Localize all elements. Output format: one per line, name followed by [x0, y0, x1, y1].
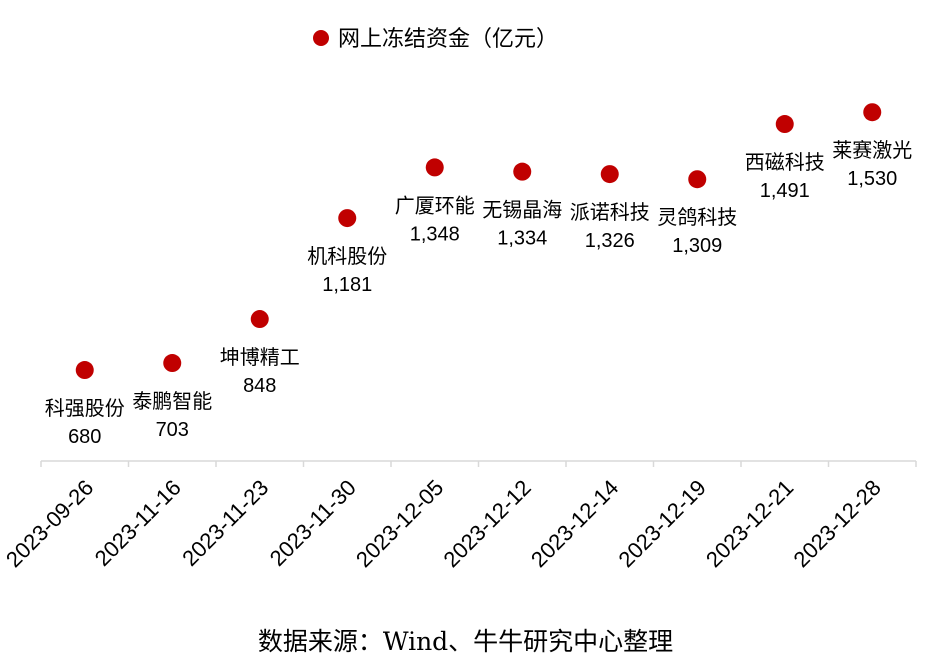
data-label-name: 西磁科技	[745, 150, 825, 174]
data-point	[600, 165, 619, 184]
data-points: 科强股份 680 泰鹏智能 703 坤博精工 848 机科股份 1,181 广厦环能 1,348 无…	[45, 103, 912, 448]
data-label-value: 1,348	[410, 223, 460, 245]
data-point	[863, 103, 882, 122]
x-tick-label: 2023-12-28	[789, 475, 886, 572]
data-label-value: 1,334	[497, 228, 547, 250]
data-point-group: 灵鸽科技 1,309	[657, 170, 737, 257]
x-tick-label: 2023-12-12	[439, 475, 536, 572]
data-point-group: 无锡晶海 1,334	[482, 162, 562, 250]
data-label-name: 泰鹏智能	[132, 389, 212, 413]
data-label-value: 1,309	[672, 235, 722, 257]
data-point	[425, 158, 444, 177]
data-point	[250, 310, 269, 329]
data-point-group: 派诺科技 1,326	[570, 165, 650, 252]
data-point	[75, 361, 94, 380]
data-label-name: 莱赛激光	[832, 138, 912, 162]
legend-label: 网上冻结资金（亿元）	[338, 27, 558, 52]
x-tick-label: 2023-12-14	[526, 475, 623, 572]
data-label-name: 机科股份	[307, 244, 387, 268]
legend: 网上冻结资金（亿元）	[313, 27, 558, 52]
legend-marker	[313, 30, 329, 46]
data-label-value: 1,181	[322, 274, 372, 296]
data-label-name: 广厦环能	[395, 193, 475, 217]
data-point-group: 坤博精工 848	[220, 310, 300, 397]
data-label-name: 科强股份	[45, 396, 125, 420]
data-point	[338, 209, 357, 228]
data-point-group: 科强股份 680	[45, 361, 125, 448]
data-label-value: 703	[156, 419, 189, 441]
data-point-group: 泰鹏智能 703	[132, 354, 212, 441]
data-point-group: 莱赛激光 1,530	[832, 103, 912, 190]
data-label-name: 灵鸽科技	[657, 205, 737, 229]
x-tick-label: 2023-09-26	[1, 475, 98, 572]
data-point-group: 机科股份 1,181	[307, 209, 387, 296]
x-tick-label: 2023-12-19	[614, 475, 711, 572]
data-label-name: 坤博精工	[220, 345, 300, 369]
data-point	[688, 170, 707, 189]
x-tick-label: 2023-11-30	[265, 475, 361, 571]
data-point-group: 广厦环能 1,348	[395, 158, 475, 245]
x-tick-label: 2023-12-21	[701, 475, 798, 572]
x-axis: 2023-09-262023-11-162023-11-232023-11-30…	[1, 460, 917, 572]
data-point-group: 西磁科技 1,491	[745, 115, 825, 202]
x-tick-label: 2023-11-23	[177, 475, 273, 571]
data-point	[513, 162, 532, 181]
data-label-value: 680	[68, 426, 101, 448]
data-point	[163, 354, 182, 373]
data-label-name: 派诺科技	[570, 200, 650, 224]
data-label-value: 1,326	[585, 230, 635, 252]
x-tick-label: 2023-12-05	[351, 475, 448, 572]
data-label-value: 848	[243, 375, 276, 397]
data-label-value: 1,530	[847, 168, 897, 190]
data-label-name: 无锡晶海	[482, 198, 562, 222]
x-tick-label: 2023-11-16	[90, 475, 186, 571]
data-label-value: 1,491	[760, 180, 810, 202]
data-point	[775, 115, 794, 134]
source-note: 数据来源：Wind、牛牛研究中心整理	[257, 627, 674, 656]
